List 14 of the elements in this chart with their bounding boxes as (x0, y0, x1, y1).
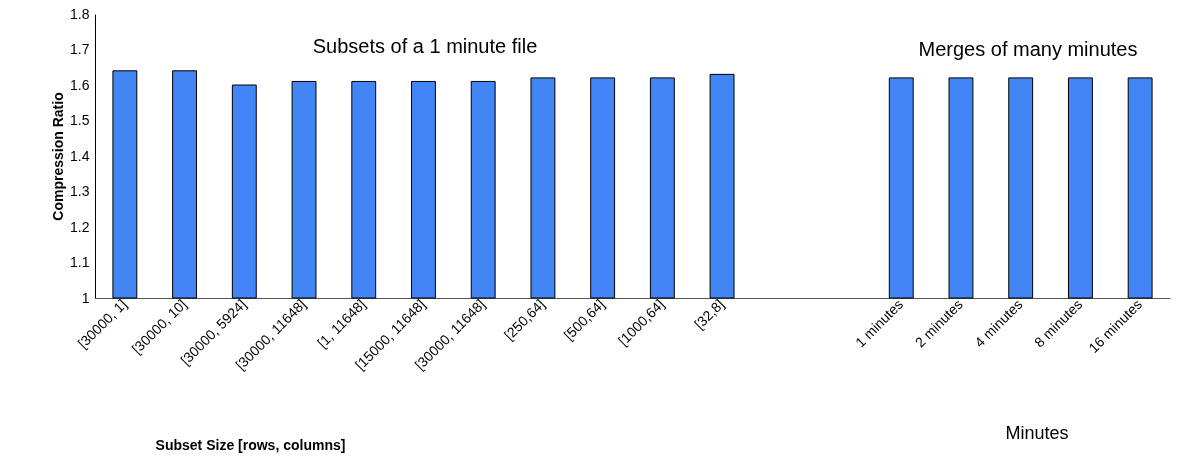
y-tick-label: 1.7 (70, 41, 90, 57)
y-tick-label: 1.8 (70, 5, 90, 22)
y-tick-label: 1.4 (70, 147, 90, 164)
y-tick-label: 1.1 (70, 254, 90, 270)
annotation: Subsets of a 1 minute file (312, 35, 538, 57)
text: Minutes (1005, 423, 1069, 443)
y-axis-title: Compression Ratio (50, 92, 67, 221)
y-tick-label: 1.3 (70, 183, 90, 199)
annotation: Merges of many minutes (918, 38, 1138, 60)
x-axis-title: Subset Size [rows, columns] (155, 436, 346, 453)
y-tick-label: 1 (81, 289, 90, 306)
y-tick-label: 1.6 (70, 76, 90, 93)
y-tick-label: 1.5 (70, 112, 90, 128)
y-tick-label: 1.2 (70, 218, 90, 235)
